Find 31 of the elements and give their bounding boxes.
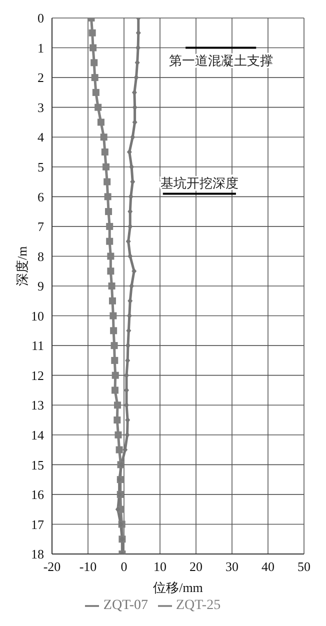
- y-tick-label: 16: [31, 487, 44, 502]
- x-tick-label: -10: [79, 559, 97, 574]
- y-tick-label: 7: [38, 219, 44, 234]
- x-tick-label: 10: [154, 559, 166, 574]
- y-tick-label: 13: [31, 398, 44, 413]
- y-tick-label: 5: [38, 160, 44, 175]
- y-tick-label: 11: [31, 338, 44, 354]
- y-tick-label: 17: [31, 516, 44, 532]
- y-tick-label: 14: [31, 428, 44, 443]
- y-tick-label: 2: [38, 70, 44, 86]
- x-tick-label: 40: [262, 559, 274, 574]
- y-tick-label: 6: [38, 189, 44, 204]
- y-tick-label: 18: [31, 546, 44, 562]
- x-tick-label: 30: [226, 559, 238, 574]
- y-tick-label: 1: [38, 40, 44, 56]
- x-tick-label: -20: [43, 559, 61, 574]
- y-tick-label: 4: [38, 130, 44, 145]
- legend-label: ZQT-07: [103, 598, 148, 613]
- x-tick-label: 20: [190, 559, 202, 574]
- x-axis-title: 位移/mm: [153, 580, 203, 595]
- y-tick-label: 8: [38, 248, 44, 264]
- y-tick-label: 3: [38, 100, 44, 115]
- y-tick-label: 9: [38, 278, 44, 294]
- y-tick-label: 15: [31, 457, 44, 472]
- y-tick-label: 0: [38, 10, 44, 26]
- legend-label: ZQT-25: [176, 598, 221, 613]
- y-tick-label: 12: [31, 368, 44, 383]
- x-tick-label: 0: [120, 559, 128, 574]
- y-axis-title: 深度/m: [14, 246, 30, 286]
- y-tick-label: 10: [31, 308, 44, 324]
- x-tick-label: 50: [298, 559, 310, 574]
